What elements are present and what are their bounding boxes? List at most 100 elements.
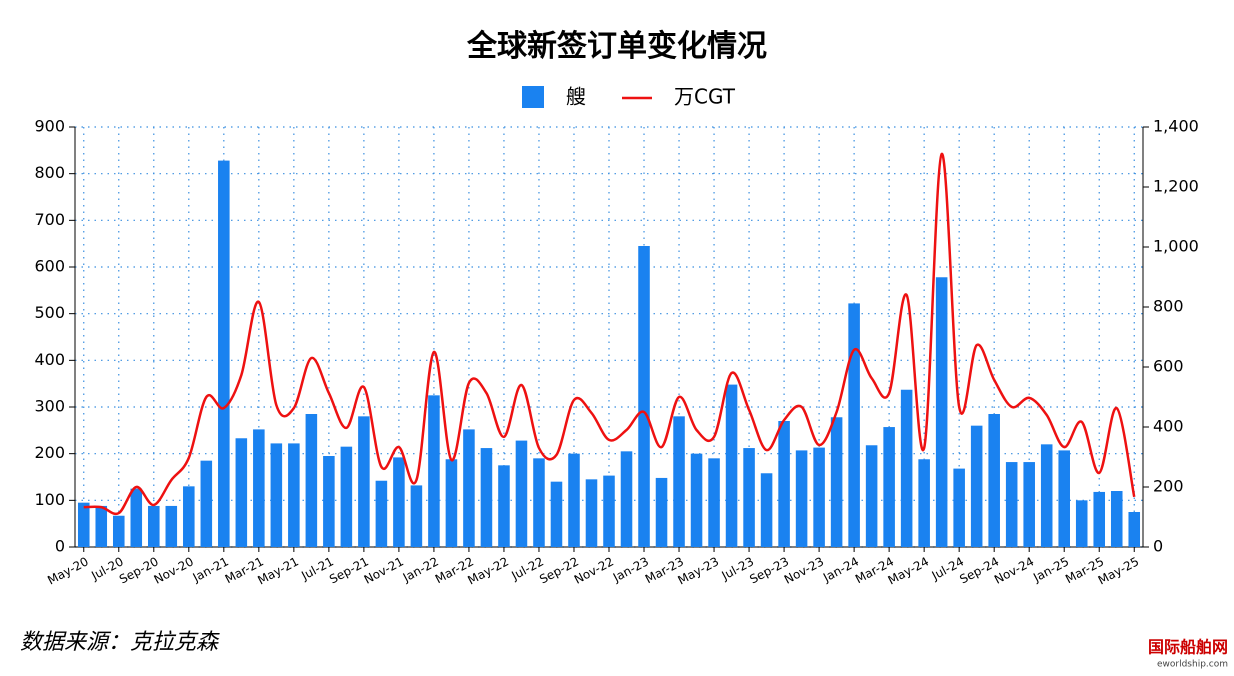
bar (165, 505, 178, 547)
legend-swatch (522, 86, 544, 108)
bar (288, 443, 300, 547)
bar (218, 160, 230, 547)
x-tick-label: Nov-20 (152, 554, 196, 586)
bar (305, 414, 318, 547)
x-tick-label: Sep-21 (327, 554, 371, 586)
bar (935, 277, 948, 547)
bar (813, 447, 825, 547)
bar (690, 453, 703, 547)
x-tick-label: Jan-23 (610, 554, 651, 585)
x-tick-label: Jan-21 (190, 554, 231, 585)
x-tick-label: Jan-22 (400, 554, 441, 585)
bar (830, 417, 843, 547)
bar (533, 458, 545, 547)
bar (428, 395, 440, 547)
bar (568, 453, 580, 547)
bar (253, 429, 265, 547)
bar (550, 481, 563, 547)
bar (77, 502, 90, 547)
bar (498, 465, 510, 547)
x-tick-label: Sep-22 (537, 554, 581, 586)
bar (1110, 491, 1123, 547)
y-tick-label: 300 (34, 397, 65, 416)
legend-label: 艘 (566, 85, 586, 109)
watermark: 国际船舶网 (1148, 638, 1228, 657)
bar (883, 427, 895, 547)
y-tick-label: 900 (34, 117, 65, 136)
bar (235, 438, 248, 547)
bar (918, 459, 930, 547)
bar (953, 468, 965, 547)
x-tick-label: May-24 (886, 554, 932, 587)
x-tick-label: May-22 (465, 554, 511, 587)
y2-tick-label: 200 (1153, 477, 1184, 496)
line (83, 152, 1136, 516)
x-tick-label: Jan-25 (1030, 554, 1071, 585)
legend-label: 万CGT (674, 85, 736, 109)
x-tick-label: Sep-23 (747, 554, 791, 586)
bar (410, 485, 423, 547)
bar (1128, 512, 1141, 547)
y-tick-label: 200 (34, 443, 65, 462)
y-tick-label: 800 (34, 163, 65, 182)
bar (1023, 462, 1035, 547)
x-tick-label: Nov-23 (782, 554, 826, 586)
bar (515, 440, 528, 547)
x-tick-label: May-25 (1096, 554, 1142, 587)
y2-tick-label: 600 (1153, 357, 1184, 376)
bar (970, 425, 983, 547)
x-tick-label: May-21 (255, 554, 301, 587)
watermark-url: eworldship.com (1157, 660, 1228, 670)
bar (445, 459, 458, 547)
bar (183, 486, 195, 547)
bar (200, 460, 213, 547)
bar (375, 480, 388, 547)
bar (393, 457, 405, 547)
bar (323, 456, 335, 547)
y-tick-label: 100 (34, 490, 65, 509)
bar (778, 421, 790, 547)
bar (1075, 500, 1088, 547)
y-tick-label: 400 (34, 350, 65, 369)
y2-tick-label: 1,000 (1153, 237, 1199, 256)
bar (148, 505, 160, 547)
y-tick-label: 0 (55, 537, 65, 556)
bar (743, 448, 755, 547)
bar (795, 450, 808, 547)
x-tick-label: May-20 (45, 554, 91, 587)
bar (1093, 491, 1106, 547)
bar (1058, 450, 1070, 547)
x-tick-label: Sep-24 (957, 554, 1001, 586)
bar (130, 488, 143, 547)
bar (848, 303, 860, 547)
y2-tick-label: 400 (1153, 417, 1184, 436)
y2-tick-label: 0 (1153, 537, 1163, 556)
bar (270, 443, 283, 547)
source: 数据来源：克拉克森 (20, 630, 220, 655)
bar (603, 475, 615, 547)
y-tick-label: 600 (34, 257, 65, 276)
bar (480, 448, 493, 547)
bar (900, 389, 913, 547)
chart-title: 全球新签订单变化情况 (466, 29, 767, 64)
bar (865, 445, 878, 547)
bar (585, 479, 598, 547)
bar (112, 515, 125, 547)
bar (655, 477, 668, 547)
bar (340, 446, 353, 547)
bar (673, 416, 685, 547)
x-tick-label: Nov-22 (572, 554, 616, 586)
bar (1040, 444, 1053, 547)
x-tick-label: Nov-21 (362, 554, 406, 586)
bar (463, 429, 475, 547)
x-tick-label: Sep-20 (117, 554, 161, 586)
y2-tick-label: 1,200 (1153, 177, 1199, 196)
y-tick-label: 700 (34, 210, 65, 229)
bar (988, 414, 1000, 547)
bar (760, 473, 773, 547)
bar (620, 451, 633, 547)
bar (638, 246, 650, 547)
bar (708, 458, 720, 547)
y-tick-label: 500 (34, 303, 65, 322)
